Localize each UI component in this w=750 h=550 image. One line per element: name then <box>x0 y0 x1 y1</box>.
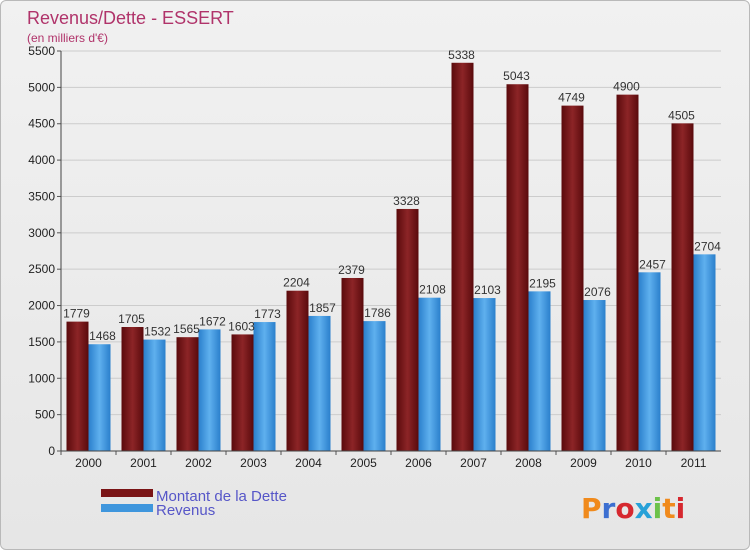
y-tick-label: 5000 <box>28 80 55 94</box>
label-revenue-2005: 1786 <box>364 306 391 320</box>
label-debt-2006: 3328 <box>393 194 420 208</box>
label-debt-2003: 1603 <box>228 319 255 333</box>
label-debt-2002: 1565 <box>173 322 200 336</box>
legend-swatch-revenue <box>101 504 153 512</box>
axes <box>60 51 721 452</box>
x-tick-label-2007: 2007 <box>460 456 487 470</box>
y-tick-label: 500 <box>35 408 55 422</box>
bar-debt-2009 <box>561 105 584 452</box>
bars <box>66 62 716 452</box>
bar-debt-2000 <box>66 321 89 451</box>
bar-debt-2011 <box>671 123 694 451</box>
label-revenue-2011: 2704 <box>694 239 721 253</box>
label-debt-2008: 5043 <box>503 69 530 83</box>
bar-debt-2006 <box>396 208 419 451</box>
x-tick-label-2002: 2002 <box>185 456 212 470</box>
label-debt-2005: 2379 <box>338 263 365 277</box>
y-tick-label: 3500 <box>28 189 55 203</box>
x-tick-label-2000: 2000 <box>75 456 102 470</box>
legend-label-revenue: Revenus <box>156 502 215 519</box>
bar-debt-2002 <box>176 337 199 451</box>
bar-revenue-2009 <box>583 300 606 451</box>
label-debt-2001: 1705 <box>118 312 145 326</box>
legend-swatch-debt <box>101 489 153 497</box>
x-tick-label-2001: 2001 <box>130 456 157 470</box>
label-revenue-2008: 2195 <box>529 276 556 290</box>
x-tick-label-2003: 2003 <box>240 456 267 470</box>
label-revenue-2004: 1857 <box>309 301 336 315</box>
label-debt-2011: 4505 <box>668 108 695 122</box>
bar-revenue-2010 <box>638 272 661 451</box>
bar-debt-2004 <box>286 290 309 451</box>
bar-revenue-2008 <box>528 291 551 451</box>
bar-debt-2010 <box>616 94 639 452</box>
x-tick-label-2009: 2009 <box>570 456 597 470</box>
label-debt-2000: 1779 <box>63 307 90 321</box>
bar-debt-2003 <box>231 334 254 451</box>
y-tick-label: 4000 <box>28 153 55 167</box>
label-debt-2010: 4900 <box>613 80 640 94</box>
legend: Montant de la Dette Revenus <box>101 488 287 519</box>
y-tick-label: 1500 <box>28 335 55 349</box>
bar-revenue-2006 <box>418 297 441 451</box>
chart-title: Revenus/Dette - ESSERT <box>27 8 234 28</box>
label-revenue-2006: 2108 <box>419 283 446 297</box>
label-revenue-2001: 1532 <box>144 325 171 339</box>
x-tick-label-2004: 2004 <box>295 456 322 470</box>
label-revenue-2010: 2457 <box>639 257 666 271</box>
x-tick-label-2005: 2005 <box>350 456 377 470</box>
label-revenue-2002: 1672 <box>199 314 226 328</box>
label-revenue-2003: 1773 <box>254 307 281 321</box>
x-tick-label-2006: 2006 <box>405 456 432 470</box>
label-revenue-2000: 1468 <box>89 329 116 343</box>
bar-revenue-2001 <box>143 339 166 451</box>
y-axis-ticks: 0 500 1000 1500 2000 2500 3000 3500 4000 4500 5000… <box>28 44 61 458</box>
y-tick-label: 0 <box>48 444 55 458</box>
y-tick-label: 5500 <box>28 44 55 58</box>
x-tick-label-2008: 2008 <box>515 456 542 470</box>
x-tick-label-2010: 2010 <box>625 456 652 470</box>
legend-label-debt: Montant de la Dette <box>156 488 287 505</box>
bar-revenue-2004 <box>308 315 331 451</box>
y-tick-label: 3000 <box>28 226 55 240</box>
bar-revenue-2003 <box>253 322 276 451</box>
bar-revenue-2005 <box>363 321 386 451</box>
bar-revenue-2011 <box>693 254 716 451</box>
x-tick-label-2011: 2011 <box>681 456 707 470</box>
y-tick-label: 4500 <box>28 117 55 131</box>
bar-revenue-2007 <box>473 298 496 451</box>
bar-revenue-2002 <box>198 329 221 451</box>
y-tick-label: 2500 <box>28 262 55 276</box>
bar-revenue-2000 <box>88 344 111 451</box>
label-revenue-2009: 2076 <box>584 285 611 299</box>
bar-debt-2001 <box>121 327 144 451</box>
bar-debt-2007 <box>451 62 474 451</box>
bar-debt-2005 <box>341 277 364 451</box>
label-revenue-2007: 2103 <box>474 283 501 297</box>
x-axis-ticks: 2000 2001 2002 2003 2004 2005 2006 2007 2008 2009… <box>60 451 707 470</box>
grid-lines <box>61 50 721 452</box>
label-debt-2004: 2204 <box>283 276 310 290</box>
label-debt-2009: 4749 <box>558 91 585 105</box>
y-tick-label: 1000 <box>28 371 55 385</box>
y-tick-label: 2000 <box>28 299 55 313</box>
bar-debt-2008 <box>506 84 529 452</box>
label-debt-2007: 5338 <box>448 48 475 62</box>
proxiti-logo: Proxiti <box>581 492 685 525</box>
chart-subtitle: (en milliers d'€) <box>27 31 108 45</box>
